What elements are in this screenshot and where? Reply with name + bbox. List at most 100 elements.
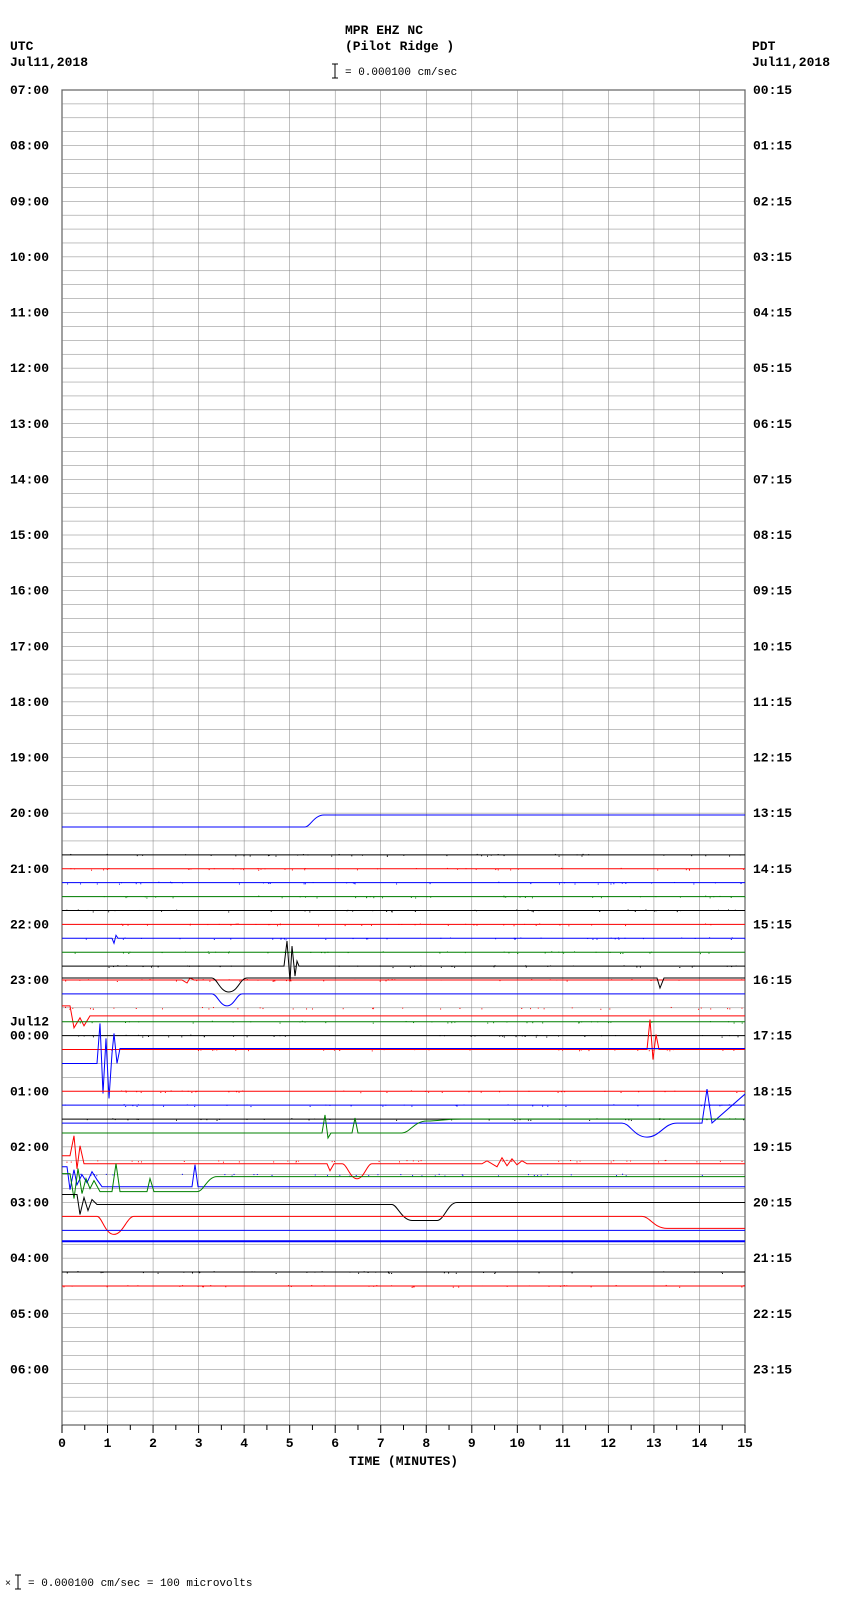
right-time-label: 07:15: [753, 472, 792, 487]
right-time-label: 09:15: [753, 584, 792, 599]
x-tick-label: 4: [240, 1436, 248, 1451]
seismic-trace: [62, 1023, 745, 1098]
seismic-trace: [62, 1020, 745, 1060]
seismic-trace: [62, 1165, 745, 1190]
left-time-label: 11:00: [10, 306, 49, 321]
seismic-trace: [62, 1104, 745, 1107]
right-time-label: 10:15: [753, 639, 792, 654]
seismic-trace: [62, 1021, 745, 1024]
left-time-label: 07:00: [10, 83, 49, 98]
right-time-label: 00:15: [753, 83, 792, 98]
left-time-label: 10:00: [10, 250, 49, 265]
seismic-trace: [62, 978, 745, 983]
left-time-label: 02:00: [10, 1140, 49, 1155]
right-time-label: 20:15: [753, 1196, 792, 1211]
left-time-label: 19:00: [10, 751, 49, 766]
right-time-label: 13:15: [753, 806, 792, 821]
station-location: (Pilot Ridge ): [345, 39, 454, 54]
right-timezone: PDT: [752, 39, 776, 54]
right-time-label: 19:15: [753, 1140, 792, 1155]
left-time-label: 06:00: [10, 1362, 49, 1377]
x-tick-label: 13: [646, 1436, 662, 1451]
seismic-trace: [62, 1115, 745, 1138]
left-time-label: 13:00: [10, 417, 49, 432]
right-time-label: 14:15: [753, 862, 792, 877]
right-time-label: 02:15: [753, 194, 792, 209]
scale-label: = 0.000100 cm/sec: [345, 67, 457, 79]
seismic-trace: [62, 1035, 745, 1038]
seismic-trace: [62, 951, 745, 954]
x-tick-label: 1: [104, 1436, 112, 1451]
right-time-label: 04:15: [753, 306, 792, 321]
seismic-trace: [62, 994, 745, 1006]
x-tick-label: 14: [692, 1436, 708, 1451]
left-time-label: 03:00: [10, 1196, 49, 1211]
right-time-label: 08:15: [753, 528, 792, 543]
left-time-label: 09:00: [10, 194, 49, 209]
left-time-label: 21:00: [10, 862, 49, 877]
x-tick-label: 12: [601, 1436, 617, 1451]
left-timezone: UTC: [10, 39, 34, 54]
seismic-trace: [62, 935, 745, 943]
x-tick-label: 11: [555, 1436, 571, 1451]
x-tick-label: 8: [422, 1436, 430, 1451]
left-time-label: 18:00: [10, 695, 49, 710]
x-tick-label: 3: [195, 1436, 203, 1451]
seismic-trace: [62, 868, 745, 871]
right-time-label: 18:15: [753, 1084, 792, 1099]
footer-tick: ×: [5, 1579, 11, 1590]
right-time-label: 01:15: [753, 139, 792, 154]
left-time-label: 16:00: [10, 584, 49, 599]
left-time-label: 01:00: [10, 1084, 49, 1099]
left-time-label: 15:00: [10, 528, 49, 543]
seismic-trace: [62, 1271, 745, 1274]
right-time-label: 15:15: [753, 917, 792, 932]
right-time-label: 22:15: [753, 1307, 792, 1322]
seismic-trace: [62, 815, 745, 827]
right-time-label: 06:15: [753, 417, 792, 432]
seismic-trace: [62, 1285, 745, 1288]
right-time-label: 17:15: [753, 1029, 792, 1044]
seismic-trace: [62, 1136, 745, 1179]
left-time-label: 17:00: [10, 639, 49, 654]
x-tick-label: 0: [58, 1436, 66, 1451]
seismogram-container: MPR EHZ NC(Pilot Ridge ) = 0.000100 cm/se…: [0, 0, 850, 1613]
right-time-label: 23:15: [753, 1362, 792, 1377]
seismic-trace: [62, 1216, 745, 1234]
seismic-trace: [62, 941, 745, 981]
right-date: Jul11,2018: [752, 55, 830, 70]
seismic-trace: [62, 1090, 745, 1093]
left-date: Jul11,2018: [10, 55, 88, 70]
x-tick-label: 15: [737, 1436, 753, 1451]
x-tick-label: 7: [377, 1436, 385, 1451]
seismic-trace: [62, 896, 746, 899]
right-time-label: 21:15: [753, 1251, 792, 1266]
seismic-trace: [62, 1164, 745, 1199]
right-time-label: 05:15: [753, 361, 792, 376]
left-date-change: Jul12: [10, 1015, 49, 1030]
left-time-label: 22:00: [10, 917, 49, 932]
x-tick-label: 9: [468, 1436, 476, 1451]
right-time-label: 03:15: [753, 250, 792, 265]
left-time-label: 05:00: [10, 1307, 49, 1322]
station-code: MPR EHZ NC: [345, 23, 423, 38]
left-time-label: 23:00: [10, 973, 49, 988]
right-time-label: 16:15: [753, 973, 792, 988]
x-tick-label: 6: [331, 1436, 339, 1451]
right-time-label: 11:15: [753, 695, 792, 710]
footer-scale-label: = 0.000100 cm/sec = 100 microvolts: [28, 1578, 252, 1590]
seismic-trace: [62, 882, 745, 885]
x-tick-label: 5: [286, 1436, 294, 1451]
x-axis-label: TIME (MINUTES): [349, 1454, 458, 1469]
seismic-trace: [62, 909, 745, 912]
right-time-label: 12:15: [753, 751, 792, 766]
left-time-label: 12:00: [10, 361, 49, 376]
seismic-trace: [62, 854, 745, 857]
x-tick-label: 10: [510, 1436, 526, 1451]
x-tick-label: 2: [149, 1436, 157, 1451]
seismogram-svg: MPR EHZ NC(Pilot Ridge ) = 0.000100 cm/se…: [0, 0, 850, 1613]
seismic-trace: [62, 923, 745, 926]
left-time-label: 14:00: [10, 472, 49, 487]
left-time-label: 20:00: [10, 806, 49, 821]
seismic-trace: [62, 1006, 745, 1028]
